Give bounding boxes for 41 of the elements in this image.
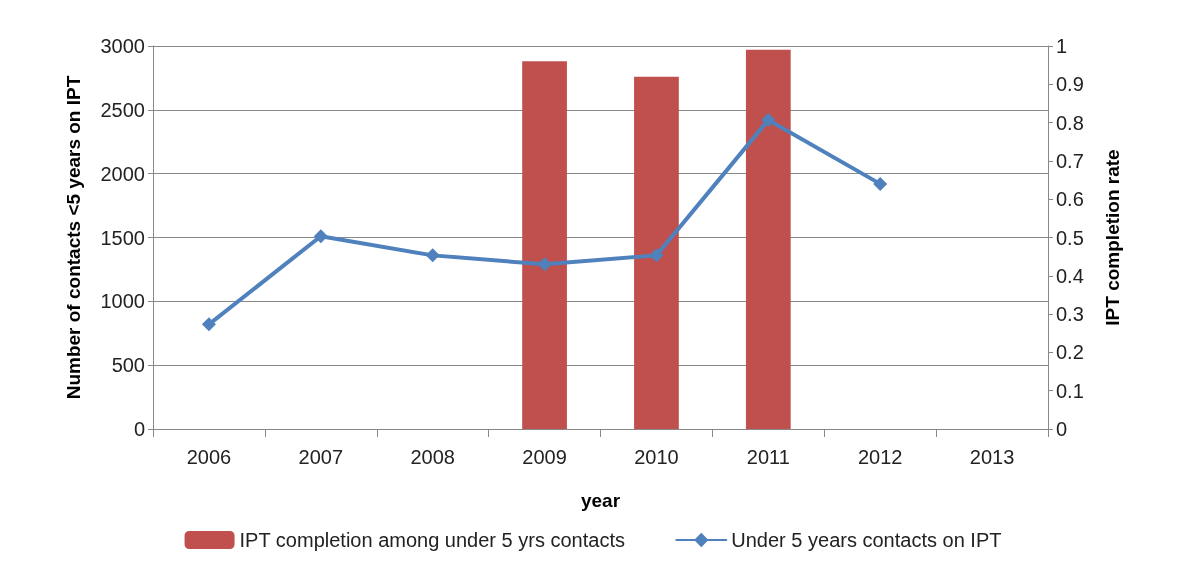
y2-tick-label: 0 <box>1056 418 1068 440</box>
y2-tick-label: 0.7 <box>1056 149 1084 172</box>
y-tick-label: 0 <box>133 418 145 440</box>
point <box>201 317 216 332</box>
y-tick-label: 1500 <box>100 226 145 249</box>
y-tick-label: 1000 <box>100 290 145 313</box>
x-axis-title: year <box>580 490 621 511</box>
y2-tick-label: 1 <box>1056 35 1068 57</box>
bar <box>522 61 567 429</box>
x-tick-label: 2011 <box>746 446 790 468</box>
legend-label: Under 5 years contacts on IPT <box>731 529 1002 551</box>
bar <box>634 76 679 429</box>
y-tick-label: 500 <box>111 354 145 377</box>
y2-tick-label: 0.1 <box>1056 379 1084 402</box>
y2-tick-label: 0.8 <box>1056 111 1084 134</box>
x-tick-label: 2009 <box>522 446 567 468</box>
legend-label: IPT completion among under 5 yrs contacts <box>239 529 625 551</box>
x-tick-label: 2013 <box>969 446 1015 468</box>
x-tick-label: 2010 <box>634 446 679 468</box>
x-tick-label: 2012 <box>857 446 903 468</box>
y2-axis-title: IPT completion rate <box>1102 149 1123 326</box>
y-tick-label: 2000 <box>100 162 145 185</box>
y2-tick-label: 0.9 <box>1056 73 1084 96</box>
y2-tick-label: 0.5 <box>1056 226 1084 249</box>
point <box>649 248 664 263</box>
y2-tick-label: 0.6 <box>1056 188 1084 211</box>
x-tick-label: 2008 <box>410 446 455 468</box>
y2-tick-label: 0.4 <box>1056 264 1084 287</box>
y-axis-title: Number of contacts <5 years on IPT <box>63 75 84 400</box>
y-tick-label: 3000 <box>100 35 145 57</box>
point <box>313 229 328 244</box>
y-tick-label: 2500 <box>100 98 145 121</box>
point <box>873 176 888 191</box>
point <box>425 248 440 263</box>
y2-tick-label: 0.2 <box>1056 341 1084 364</box>
x-tick-label: 2006 <box>186 446 232 468</box>
x-tick-label: 2007 <box>298 446 344 468</box>
point <box>761 113 776 128</box>
bar <box>745 49 791 429</box>
y2-tick-label: 0.3 <box>1056 303 1084 326</box>
point <box>537 257 552 272</box>
